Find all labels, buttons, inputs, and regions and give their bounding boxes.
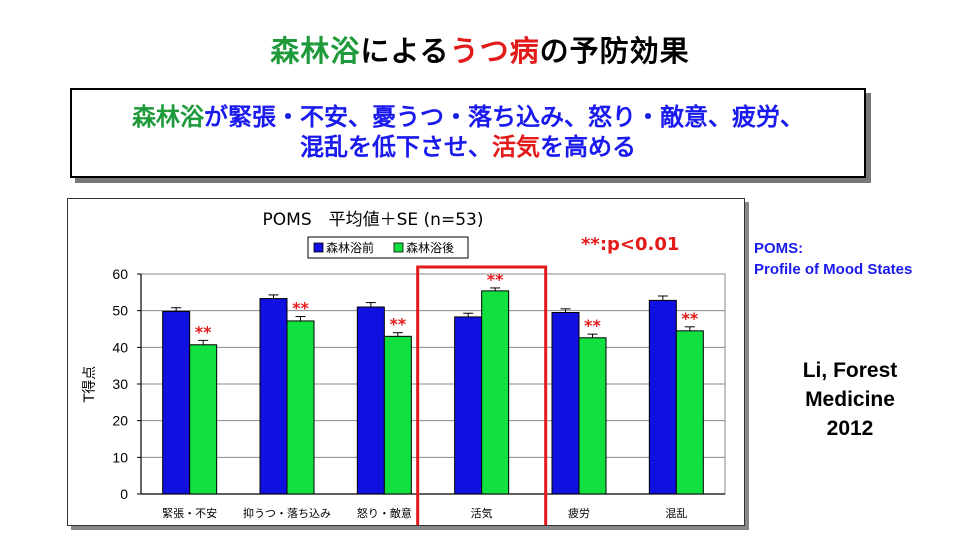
- bar: [551, 312, 580, 495]
- x-tick-label: 活気: [471, 506, 493, 520]
- poms-note: POMS: Profile of Mood States: [754, 238, 912, 280]
- title-text-by: による: [360, 34, 450, 68]
- legend-box: [307, 236, 469, 259]
- y-tick-label: 10: [112, 449, 128, 465]
- chart-title: POMS 平均値＋SE (n=53): [263, 210, 484, 230]
- x-tick-label: 混乱: [665, 507, 687, 520]
- x-tick-label: 抑うつ・落ち込み: [243, 506, 331, 520]
- significance-mark: **: [584, 316, 601, 335]
- y-tick-label: 30: [112, 376, 128, 392]
- bar: [481, 290, 510, 495]
- bar-chart: 0 10 20 30 40 50 60 T得点 POMS 平均値＋SE (n=53) 森林浴前 森林…: [81, 210, 726, 525]
- significance-mark: **: [292, 299, 309, 318]
- bar: [383, 335, 412, 495]
- summary-line-1: 森林浴が緊張・不安、憂うつ・落ち込み、怒り・敵意、疲労、: [72, 102, 864, 132]
- bar: [356, 306, 385, 495]
- y-tick-label: 60: [112, 266, 128, 282]
- slide-title: 森林浴によるうつ病の予防効果: [0, 28, 960, 70]
- significance-mark: **: [681, 309, 698, 328]
- summary-vigor: 活気: [492, 133, 540, 161]
- title-text-prevention: の予防効果: [539, 34, 690, 68]
- summary-text-reduces: が緊張・不安、憂うつ・落ち込み、怒り・敵意、疲労、: [204, 103, 804, 131]
- x-tick-label: 怒り・敵意: [357, 506, 412, 520]
- significance-key: **:p<0.01: [581, 234, 679, 255]
- y-tick-label: 40: [112, 339, 128, 355]
- y-tick-label: 50: [112, 303, 128, 319]
- significance-mark: **: [487, 270, 504, 289]
- summary-text-confusion: 混乱を低下させ、: [300, 133, 492, 161]
- title-depression: うつ病: [449, 34, 540, 68]
- bar: [259, 298, 288, 495]
- legend-label-before: 森林浴前: [326, 240, 374, 255]
- poms-full-name: Profile of Mood States: [754, 261, 913, 278]
- bar: [648, 299, 677, 495]
- legend-swatch-after: [393, 242, 404, 253]
- y-tick-label: 20: [112, 413, 128, 429]
- bar: [578, 337, 607, 495]
- legend-label-after: 森林浴後: [406, 240, 454, 255]
- legend-swatch-before: [313, 242, 324, 253]
- x-tick-label: 緊張・不安: [162, 506, 217, 520]
- summary-forest-bathing: 森林浴: [132, 103, 204, 131]
- summary-line-2: 混乱を低下させ、活気を高める: [72, 132, 864, 162]
- y-tick-label: 0: [120, 486, 128, 502]
- summary-box: 森林浴が緊張・不安、憂うつ・落ち込み、怒り・敵意、疲労、 混乱を低下させ、活気を…: [70, 88, 866, 178]
- chart-panel: 0 10 20 30 40 50 60 T得点 POMS 平均値＋SE (n=53) 森林浴前 森林…: [67, 198, 745, 526]
- bar: [286, 320, 315, 495]
- significance-mark: **: [195, 322, 212, 341]
- significance-mark: **: [389, 315, 406, 334]
- poms-abbrev: POMS:: [754, 240, 804, 257]
- bar: [675, 330, 704, 495]
- citation-author: Li, Forest: [802, 359, 898, 382]
- bar: [189, 344, 218, 495]
- highlight-box: [416, 265, 548, 525]
- y-axis-label: T得点: [81, 366, 98, 404]
- citation-journal: Medicine: [805, 388, 895, 411]
- bar: [454, 316, 483, 495]
- citation: Li, Forest Medicine 2012: [770, 356, 930, 443]
- citation-year: 2012: [826, 417, 874, 440]
- title-forest-bathing: 森林浴: [270, 34, 361, 68]
- bar: [162, 310, 191, 495]
- summary-text-increase: を高める: [540, 133, 636, 161]
- x-tick-label: 疲労: [568, 506, 590, 520]
